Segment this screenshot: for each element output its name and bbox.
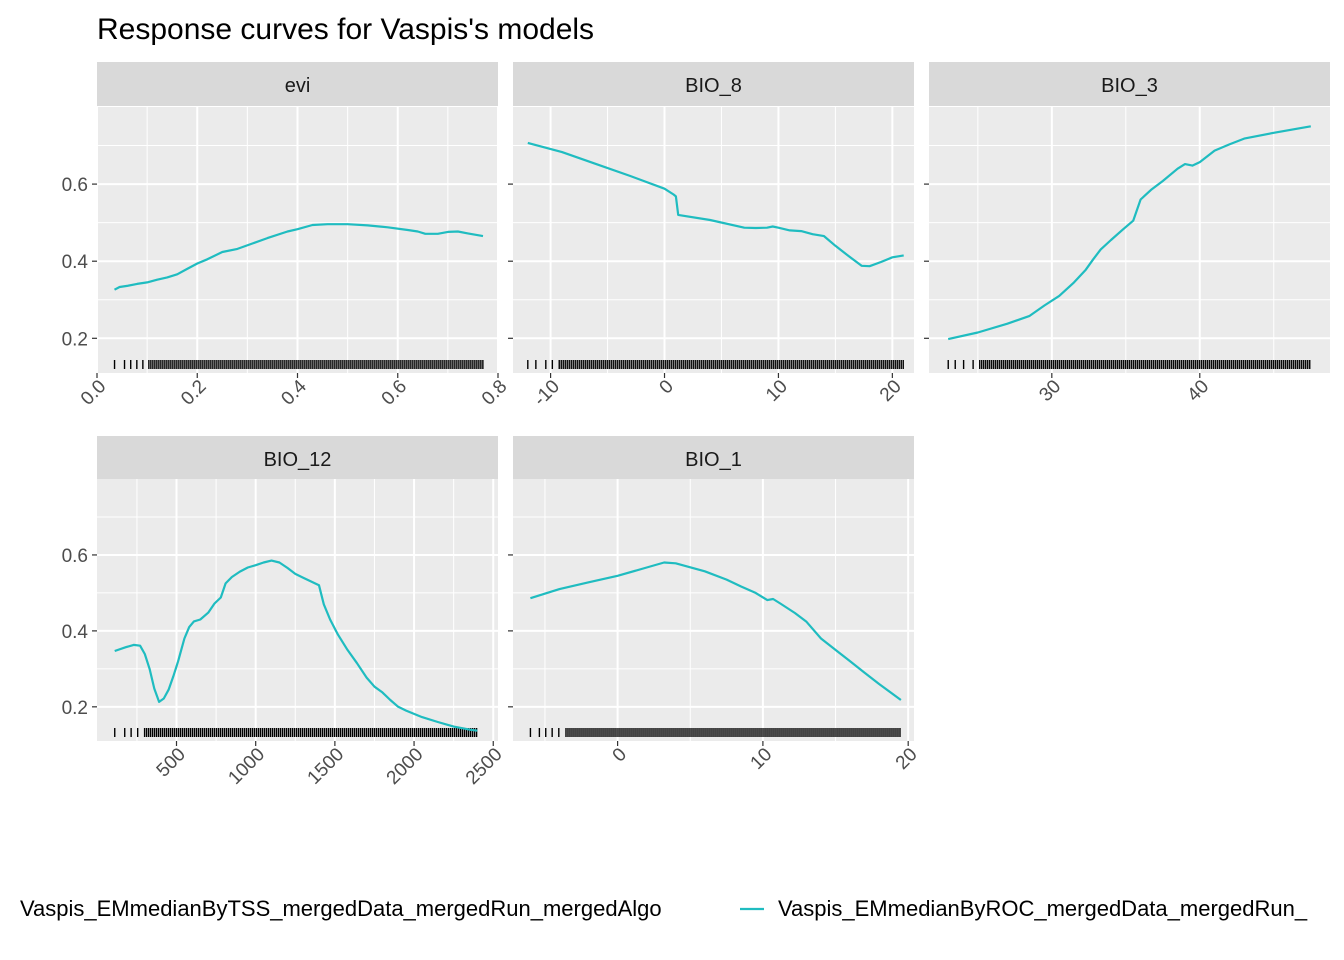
strip-label: BIO_1 [685,449,742,471]
strip-background [513,436,914,480]
strip-background [97,62,498,106]
x-tick-label: 1000 [224,744,269,789]
y-tick-label: 0.6 [62,546,88,567]
panel-bio-3: BIO_3 30 40 [924,62,1330,406]
response-curve [947,125,1311,341]
strip-label: BIO_8 [685,75,742,97]
strip-background [97,436,498,480]
panel-bio-1: BIO_1 0 10 20 [508,436,922,774]
x-tick-label: 0.8 [478,376,512,410]
panel-bio-8: BIO_8 -10 0 10 20 [508,62,914,410]
x-tick-label: 500 [153,744,190,781]
legend: Vaspis_EMmedianByTSS_mergedData_mergedRu… [20,896,1308,921]
rug-marks [113,360,484,369]
strip-label: BIO_12 [264,449,332,471]
x-tick-label: -10 [530,376,564,410]
response-curve [530,561,902,701]
facet-panels: evi 0.2 0.4 0.6 0.0 0.2 0.4 0.6 0.8 BIO_8 -10 0 10 20… [62,62,1330,789]
strip-background [513,62,914,106]
response-curve [527,141,904,268]
strip-label: BIO_3 [1101,75,1158,97]
legend-label-roc: Vaspis_EMmedianByROC_mergedData_mergedRu… [778,896,1308,921]
x-tick-label: 2000 [383,744,428,789]
x-tick-label: 30 [1035,376,1065,406]
panel-background [513,479,914,741]
x-tick-label: 1500 [304,744,349,789]
x-tick-label: 10 [762,376,792,406]
y-tick-label: 0.2 [62,698,88,719]
x-tick-label: 0 [609,744,631,766]
x-tick-label: 2500 [462,744,507,789]
panel-evi: evi 0.2 0.4 0.6 0.0 0.2 0.4 0.6 0.8 [62,62,512,410]
x-tick-label: 40 [1183,376,1213,406]
response-curve [114,559,478,732]
x-tick-label: 0 [656,376,678,398]
strip-background [929,62,1330,106]
legend-label-tss: Vaspis_EMmedianByTSS_mergedData_mergedRu… [20,896,662,921]
rug-marks [529,728,901,737]
x-tick-label: 20 [876,376,906,406]
response-curve [113,223,484,291]
rug-marks [114,728,478,737]
x-tick-label: 0.6 [378,376,412,410]
rug-marks [947,360,1311,369]
x-tick-label: 0.2 [177,376,211,410]
strip-label: evi [285,75,311,97]
panel-background [929,107,1330,373]
panel-bio-12: BIO_12 0.2 0.4 0.6 500 1000 1500 2000 2500 [62,436,507,789]
y-tick-label: 0.4 [62,622,89,643]
y-tick-label: 0.4 [62,252,89,273]
y-tick-label: 0.6 [62,175,88,196]
rug-marks [527,360,904,369]
panel-background [97,479,498,741]
y-tick-label: 0.2 [62,329,88,350]
x-tick-label: 0.4 [277,376,311,410]
panel-background [513,107,914,373]
x-tick-label: 20 [892,744,922,774]
x-tick-label: 0.0 [77,376,111,410]
chart-title: Response curves for Vaspis's models [97,13,594,46]
x-tick-label: 10 [747,744,777,774]
